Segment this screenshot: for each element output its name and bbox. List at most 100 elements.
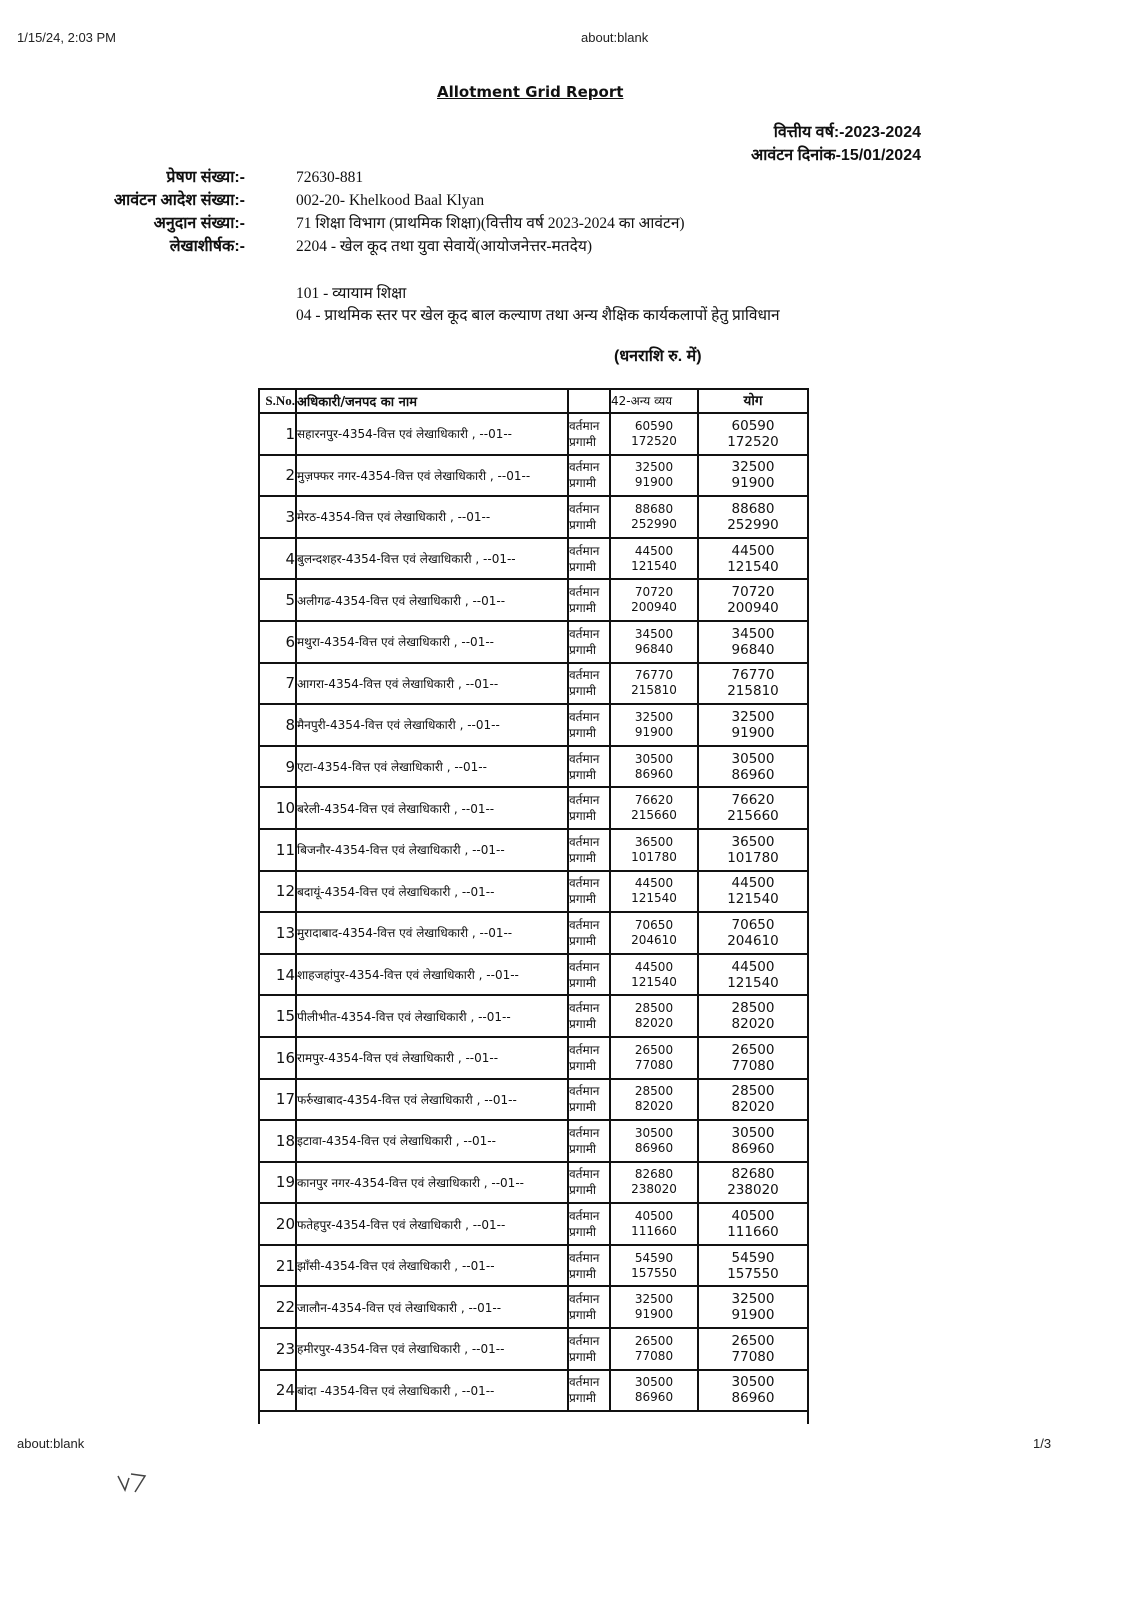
table-row: 8 मैनपुरी-4354-वित्त एवं लेखाधिकारी , --0… <box>258 703 809 747</box>
row-labels: वर्तमान प्रगामी <box>567 578 611 622</box>
total-progressive: 121540 <box>727 974 779 991</box>
row-42-amounts: 70650 204610 <box>609 911 699 955</box>
total-progressive: 77080 <box>731 1348 775 1365</box>
row-42-amounts: 30500 86960 <box>609 744 699 789</box>
table-row: 13 मुरादाबाद-4354-वित्त एवं लेखाधिकारी , … <box>258 911 809 955</box>
row-office-name: सहारनपुर-4354-वित्त एवं लेखाधिकारी , --0… <box>295 412 569 456</box>
total-current: 44500 <box>731 875 775 892</box>
row-office-name: मेरठ-4354-वित्त एवं लेखाधिकारी , --01-- <box>295 495 569 539</box>
row-total-amounts: 26500 77080 <box>697 1327 809 1371</box>
row-sno: 9 <box>258 744 297 789</box>
amount-progressive: 82020 <box>634 1016 674 1031</box>
subhead-minor: 101 - व्यायाम शिक्षा <box>296 285 407 302</box>
row-sno: 13 <box>258 911 297 955</box>
total-progressive: 172520 <box>727 433 779 450</box>
label-progressive: प्रगामी <box>569 559 596 574</box>
total-progressive: 82020 <box>731 1099 775 1116</box>
label-account-head: लेखाशीर्षक:- <box>169 238 245 255</box>
total-current: 44500 <box>731 542 775 559</box>
total-current: 30500 <box>731 1124 775 1141</box>
total-current: 36500 <box>731 833 775 850</box>
row-total-amounts: 82680 238020 <box>697 1160 809 1205</box>
amount-current: 44500 <box>634 543 674 558</box>
value-allotment-order-number: 002-20- Khelkood Baal Klyan <box>296 192 485 209</box>
row-sno: 6 <box>258 619 297 664</box>
table-row: 10 बरेली-4354-वित्त एवं लेखाधिकारी , --01… <box>258 786 809 830</box>
label-current: वर्तमान <box>569 1333 600 1348</box>
table-row: 5 अलीगढ-4354-वित्त एवं लेखाधिकारी , --01-… <box>258 578 809 622</box>
value-account-head: 2204 - खेल कूद तथा युवा सेवायें(आयोजनेत्… <box>296 238 593 255</box>
label-current: वर्तमान <box>569 834 600 849</box>
label-current: वर्तमान <box>569 626 600 641</box>
row-total-amounts: 44500 121540 <box>697 536 809 581</box>
field-values: 72630-881 002-20- Khelkood Baal Klyan 71… <box>296 166 685 258</box>
row-total-amounts: 76620 215660 <box>697 786 809 830</box>
amount-current: 32500 <box>634 709 674 724</box>
label-current: वर्तमान <box>569 1375 600 1390</box>
row-office-name: फतेहपुर-4354-वित्त एवं लेखाधिकारी , --01… <box>295 1202 569 1246</box>
row-sno: 18 <box>258 1119 297 1163</box>
row-office-name: शाहजहांपुर-4354-वित्त एवं लेखाधिकारी , -… <box>295 952 569 997</box>
label-progressive: प्रगामी <box>569 1100 596 1115</box>
field-labels: प्रेषण संख्या:- आवंटन आदेश संख्या:- अनुद… <box>70 166 245 258</box>
table-continuation-left <box>258 1410 260 1424</box>
row-42-amounts: 26500 77080 <box>609 1327 699 1371</box>
row-sno: 24 <box>258 1368 297 1413</box>
label-progressive: प्रगामी <box>569 684 596 699</box>
row-sno: 20 <box>258 1202 297 1246</box>
total-current: 70650 <box>731 916 775 933</box>
amount-current: 40500 <box>634 1209 674 1224</box>
amount-unit: (धनराशि रु. में) <box>614 348 702 365</box>
amount-current: 44500 <box>634 959 674 974</box>
total-progressive: 157550 <box>727 1265 779 1282</box>
row-office-name: आगरा-4354-वित्त एवं लेखाधिकारी , --01-- <box>295 661 569 706</box>
row-labels: वर्तमान प्रगामी <box>567 911 611 955</box>
label-current: वर्तमान <box>569 585 600 600</box>
amount-current: 30500 <box>634 1375 674 1390</box>
row-sno: 21 <box>258 1243 297 1288</box>
amount-current: 32500 <box>634 1292 674 1307</box>
table-row: 6 मथुरा-4354-वित्त एवं लेखाधिकारी , --01-… <box>258 619 809 664</box>
row-labels: वर्तमान प्रगामी <box>567 1160 611 1205</box>
row-labels: वर्तमान प्रगामी <box>567 661 611 706</box>
amount-progressive: 86960 <box>634 1390 674 1405</box>
table-row: 16 रामपुर-4354-वित्त एवं लेखाधिकारी , --0… <box>258 1035 809 1080</box>
table-row: 9 एटा-4354-वित्त एवं लेखाधिकारी , --01-- व… <box>258 744 809 789</box>
handwritten-initials <box>117 1473 147 1493</box>
row-office-name: जालौन-4354-वित्त एवं लेखाधिकारी , --01-- <box>295 1285 569 1330</box>
amount-progressive: 121540 <box>631 558 677 573</box>
total-progressive: 82020 <box>731 1016 775 1033</box>
row-labels: वर्तमान प्रगामी <box>567 1285 611 1330</box>
row-sno: 15 <box>258 994 297 1038</box>
header-label <box>567 388 611 414</box>
label-progressive: प्रगामी <box>569 892 596 907</box>
amount-progressive: 91900 <box>634 1307 674 1322</box>
table-row: 12 बदायूं-4354-वित्त एवं लेखाधिकारी , --0… <box>258 869 809 914</box>
row-office-name: मथुरा-4354-वित्त एवं लेखाधिकारी , --01-- <box>295 619 569 664</box>
label-progressive: प्रगामी <box>569 434 596 449</box>
row-total-amounts: 44500 121540 <box>697 869 809 914</box>
total-current: 26500 <box>731 1332 775 1349</box>
label-progressive: प्रगामी <box>569 725 596 740</box>
amount-current: 26500 <box>634 1042 674 1057</box>
total-current: 34500 <box>731 625 775 642</box>
row-42-amounts: 82680 238020 <box>609 1160 699 1205</box>
amount-current: 30500 <box>634 1125 674 1140</box>
total-current: 30500 <box>731 1374 775 1391</box>
total-progressive: 121540 <box>727 891 779 908</box>
amount-current: 60590 <box>634 418 674 433</box>
amount-current: 34500 <box>634 626 674 641</box>
row-sno: 19 <box>258 1160 297 1205</box>
row-total-amounts: 70650 204610 <box>697 911 809 955</box>
footer-url: about:blank <box>17 1436 85 1451</box>
amount-progressive: 200940 <box>631 600 677 615</box>
row-office-name: हमीरपुर-4354-वित्त एवं लेखाधिकारी , --01… <box>295 1327 569 1371</box>
row-sno: 2 <box>258 453 297 498</box>
amount-progressive: 252990 <box>631 516 677 531</box>
label-progressive: प्रगामी <box>569 642 596 657</box>
row-office-name: इटावा-4354-वित्त एवं लेखाधिकारी , --01-- <box>295 1119 569 1163</box>
amount-progressive: 86960 <box>634 766 674 781</box>
row-42-amounts: 28500 82020 <box>609 1077 699 1122</box>
total-current: 28500 <box>731 1000 775 1017</box>
